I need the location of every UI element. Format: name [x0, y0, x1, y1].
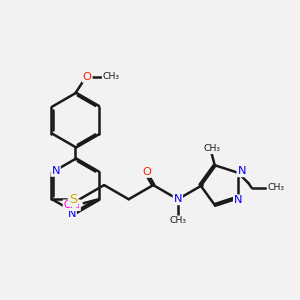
Text: CH₃: CH₃	[169, 216, 186, 225]
Text: N: N	[68, 209, 76, 219]
Text: O: O	[142, 167, 151, 177]
Text: N: N	[234, 195, 242, 206]
Text: N: N	[237, 166, 246, 176]
Text: O: O	[83, 72, 92, 82]
Text: N: N	[51, 166, 60, 176]
Text: S: S	[69, 193, 77, 206]
Text: N: N	[174, 194, 182, 204]
Text: CH₃: CH₃	[268, 183, 284, 192]
Text: CH₃: CH₃	[103, 72, 120, 81]
Text: CH₃: CH₃	[203, 144, 220, 153]
Text: CF₃: CF₃	[63, 200, 80, 210]
